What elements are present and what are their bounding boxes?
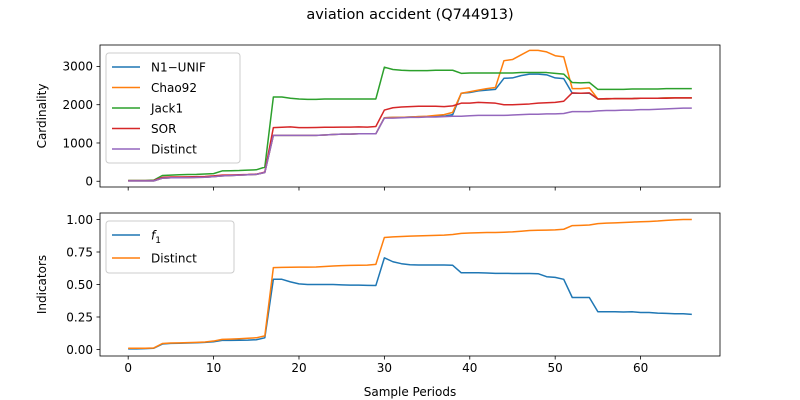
indicators-xtick-label: 30 [377,361,392,375]
indicators-ytick-label: 0.00 [66,343,93,357]
cardinality-legend-label-1: Chao92 [151,81,197,95]
indicators-ytick-label: 0.50 [66,278,93,292]
cardinality-series-line-3 [128,92,692,182]
indicators-legend: f1 Distinct [105,220,235,274]
cardinality-legend-label-4: Distinct [151,143,197,157]
cardinality-ytick-label: 3000 [62,60,93,74]
indicators-legend-label-0: f1 [151,229,161,247]
indicators-xtick-label: 60 [633,361,648,375]
cardinality-ytick-label: 2000 [62,98,93,112]
indicators-series-line-1 [128,218,692,349]
indicators-legend-label-sub-0: 1 [155,236,161,246]
cardinality-series-line-2 [128,66,692,182]
figure-title: aviation accident (Q744913) [306,7,513,23]
indicators-xtick-label: 40 [462,361,477,375]
cardinality-legend-label-2: Jack1 [150,102,183,116]
indicators-xtick-label: 0 [124,361,132,375]
indicators-series-line-0 [128,257,692,350]
indicators-legend-box [105,220,235,274]
indicators-xtick-label: 20 [291,361,306,375]
cardinality-ylabel: Cardinality [35,84,49,149]
cardinality-legend-label-3: SOR [151,122,176,136]
cardinality-legend: N1−UNIF Chao92 Jack1 SOR Distinct [105,52,241,164]
cardinality-ytick-label: 1000 [62,136,93,150]
indicators-ylabel: Indicators [35,255,49,314]
cardinality-axes-frame [99,44,721,188]
cardinality-ytick-label: 0 [85,175,93,189]
indicators-chart: 0 10 20 30 40 50 60 0.00 0.25 0.50 0.75 1.00 Indicat… [35,212,721,399]
cardinality-series-line-4 [128,107,692,182]
indicators-xtick-label: 10 [206,361,221,375]
indicators-ytick-label: 1.00 [66,213,93,227]
indicators-xlabel: Sample Periods [364,385,456,399]
cardinality-legend-box [105,52,241,164]
indicators-xtick-label: 50 [548,361,563,375]
cardinality-chart: 0 1000 2000 3000 Cardinality N1−UNIF Chao92 Jac… [35,44,721,191]
indicators-legend-label-1: Distinct [151,252,197,266]
indicators-ytick-label: 0.75 [66,245,93,259]
cardinality-legend-label-0: N1−UNIF [151,61,206,75]
indicators-ytick-label: 0.25 [66,310,93,324]
